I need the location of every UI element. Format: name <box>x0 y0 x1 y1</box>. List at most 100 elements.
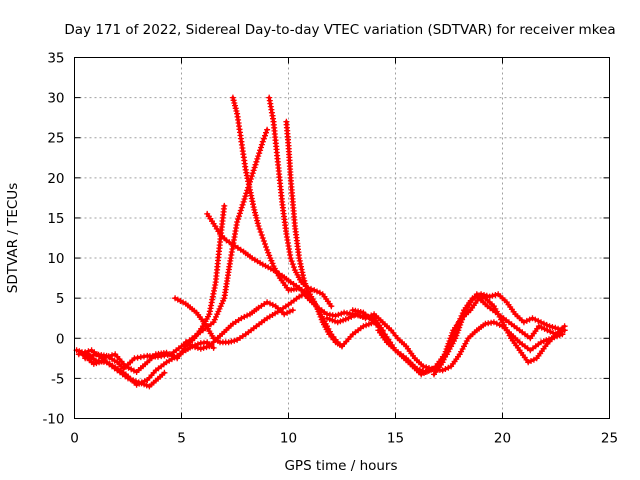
data-point <box>244 312 251 319</box>
x-tick-label: 10 <box>280 431 297 447</box>
data-point <box>240 198 247 205</box>
data-point <box>552 324 559 331</box>
data-point <box>268 257 275 264</box>
data-point <box>84 354 91 361</box>
data-point <box>486 293 493 300</box>
data-point <box>454 321 461 328</box>
data-point <box>523 317 530 324</box>
data-point <box>214 311 221 318</box>
data-point <box>481 292 487 298</box>
data-point <box>289 261 296 268</box>
data-point <box>475 292 482 299</box>
data-point <box>423 364 430 371</box>
data-point <box>555 325 562 332</box>
data-point <box>301 277 308 284</box>
data-point <box>232 102 238 109</box>
data-point <box>233 108 240 114</box>
data-point <box>232 105 239 112</box>
series-arc-13 <box>431 291 568 378</box>
data-point <box>98 358 105 365</box>
data-point <box>256 150 263 157</box>
data-point <box>428 366 435 373</box>
data-point <box>483 292 490 299</box>
data-point <box>489 292 496 299</box>
data-point <box>82 355 89 362</box>
data-point <box>288 258 295 265</box>
y-tick-label: 35 <box>47 51 64 67</box>
data-point <box>260 135 267 142</box>
data-point <box>303 286 310 292</box>
data-point <box>446 343 452 350</box>
y-tick-label: 30 <box>47 91 64 107</box>
data-point <box>540 320 547 327</box>
data-point <box>326 316 333 323</box>
data-point <box>360 323 367 330</box>
series-arc-8 <box>266 94 335 310</box>
y-tick-label: 15 <box>47 211 64 227</box>
data-point <box>258 144 264 151</box>
series-arc-9 <box>283 118 345 350</box>
data-point <box>324 315 330 322</box>
data-point <box>255 153 262 160</box>
data-point <box>363 322 370 329</box>
data-point <box>143 382 150 389</box>
data-point <box>254 155 261 162</box>
x-tick-label: 0 <box>70 431 79 447</box>
data-point <box>93 360 100 367</box>
data-point <box>257 229 264 235</box>
data-point <box>535 317 542 324</box>
data-point <box>492 292 499 298</box>
data-point <box>413 365 420 372</box>
data-point <box>189 343 196 350</box>
data-point <box>493 320 500 327</box>
data-point <box>203 344 210 351</box>
data-point <box>253 214 260 221</box>
data-point <box>239 201 246 208</box>
data-point <box>302 280 309 287</box>
y-axis-label: SDTVAR / TECUs <box>5 183 21 293</box>
data-point <box>258 141 265 148</box>
data-point <box>540 338 547 345</box>
data-point <box>225 339 232 346</box>
data-point <box>452 327 459 334</box>
data-point <box>265 249 272 256</box>
data-point <box>252 161 259 168</box>
data-point <box>442 366 449 372</box>
data-point <box>249 170 256 177</box>
data-point <box>532 316 539 323</box>
data-point <box>136 380 143 387</box>
data-point <box>264 126 271 133</box>
data-point <box>422 369 429 375</box>
data-point <box>445 364 452 371</box>
data-point <box>255 223 262 229</box>
data-point <box>345 315 352 322</box>
data-point <box>450 332 457 339</box>
data-point <box>478 291 485 298</box>
data-point <box>281 311 288 318</box>
data-point <box>90 352 97 359</box>
x-tick-label: 5 <box>177 431 186 447</box>
data-point <box>334 319 341 326</box>
data-point <box>298 266 305 273</box>
data-point <box>561 327 568 334</box>
data-point <box>338 310 345 317</box>
data-point <box>453 324 460 331</box>
data-point <box>257 147 264 154</box>
data-point <box>269 301 276 308</box>
y-tick-label: -10 <box>42 412 64 428</box>
data-point <box>192 344 199 351</box>
data-point <box>458 312 465 319</box>
data-point <box>263 244 269 250</box>
data-point <box>543 321 550 328</box>
x-tick-label: 25 <box>601 431 618 447</box>
data-point <box>251 164 258 171</box>
series-arc-4 <box>82 126 271 372</box>
data-point <box>547 328 554 335</box>
data-point <box>254 217 261 224</box>
data-point <box>525 359 532 366</box>
data-point <box>197 345 204 352</box>
data-point <box>444 346 451 352</box>
data-point <box>332 318 338 325</box>
data-point <box>252 209 258 216</box>
data-point <box>264 247 271 253</box>
